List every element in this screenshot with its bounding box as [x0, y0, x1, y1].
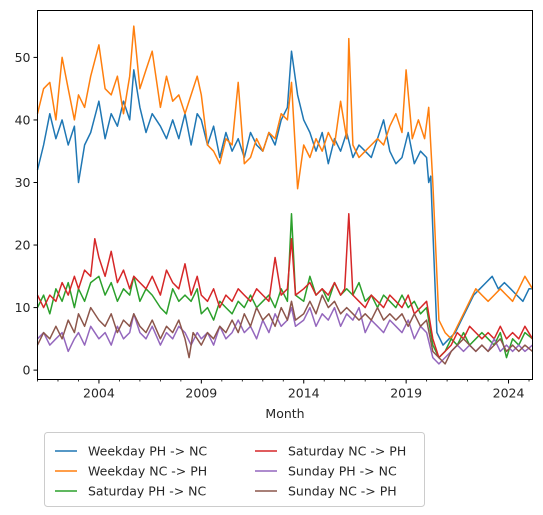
series-line-6: [36, 294, 533, 365]
legend-label-4: Saturday NC -> PH: [288, 444, 406, 459]
y-tick-label: 0: [23, 363, 31, 378]
legend-label-5: Sunday PH -> NC: [288, 464, 397, 479]
x-tick-label: 2004: [83, 386, 115, 401]
legend-label-6: Sunday NC -> PH: [288, 484, 397, 499]
series-line-2: [36, 25, 534, 340]
legend: Weekday PH -> NC Weekday NC -> PH Saturday…: [44, 432, 425, 507]
y-tick-label: 30: [15, 175, 31, 190]
x-tick-label: 2019: [390, 386, 422, 401]
legend-label-1: Weekday PH -> NC: [88, 444, 207, 459]
y-axis: 0 10 20 30 40 50: [15, 50, 38, 378]
x-tick-label: 2009: [185, 386, 217, 401]
series-line-5: [36, 306, 533, 365]
x-tick-label: 2024: [493, 386, 525, 401]
series-line-4: [36, 213, 534, 359]
legend-label-3: Saturday PH -> NC: [88, 484, 207, 499]
legend-frame: [44, 432, 425, 507]
plot-series: [36, 25, 534, 365]
y-tick-label: 10: [15, 300, 31, 315]
x-axis: 2004 2009 2014 2019 2024: [37, 379, 530, 401]
y-tick-label: 40: [15, 112, 31, 127]
series-line-3: [36, 213, 533, 359]
y-tick-label: 20: [15, 238, 31, 253]
legend-label-2: Weekday NC -> PH: [88, 464, 207, 479]
plot-frame: [37, 10, 533, 380]
x-tick-label: 2014: [288, 386, 320, 401]
y-tick-label: 50: [15, 50, 31, 65]
x-axis-title: Month: [265, 406, 304, 421]
